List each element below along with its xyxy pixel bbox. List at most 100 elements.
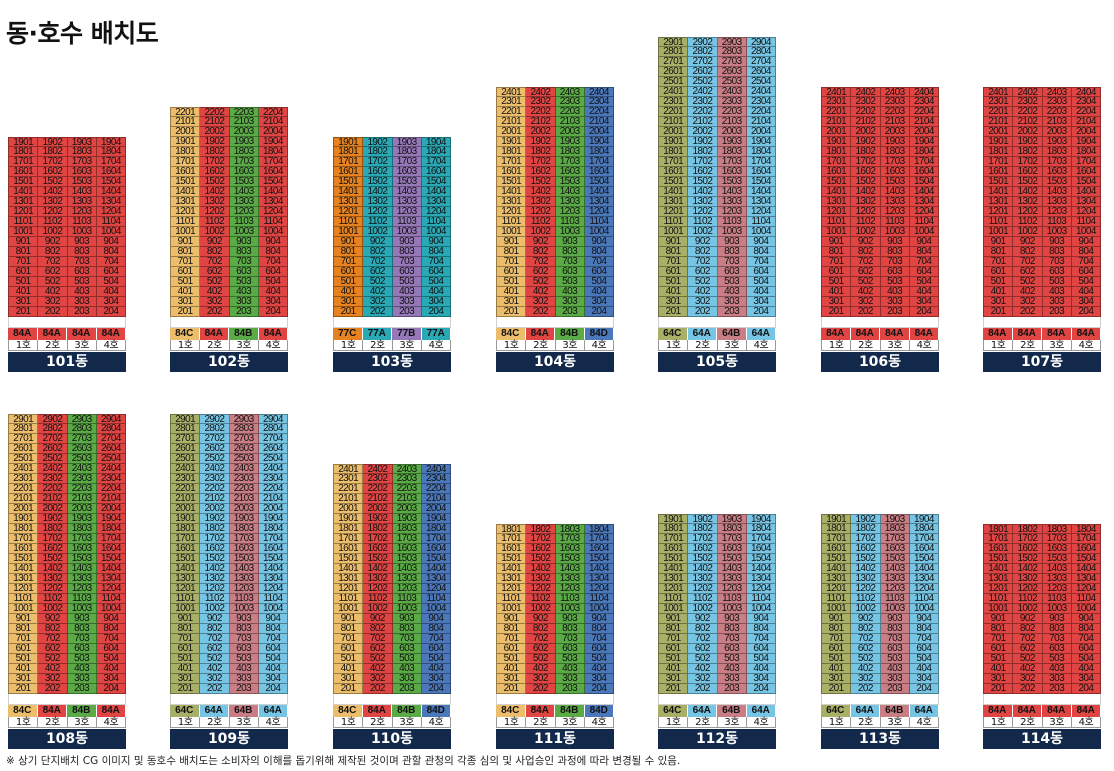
building-name: 106동 (821, 352, 939, 372)
unit-cell: 303 (717, 674, 747, 684)
unit-cell: 2502 (38, 454, 68, 464)
unit-cell: 204 (1071, 307, 1101, 317)
unit-cell: 303 (1042, 674, 1072, 684)
unit-cell: 203 (880, 684, 910, 694)
unit-cell: 1302 (851, 197, 881, 207)
unit-cell: 2203 (1042, 107, 1072, 117)
unit-cell: 2304 (421, 474, 451, 484)
unit-cell: 2801 (658, 47, 689, 57)
unit-cell: 1203 (1042, 207, 1072, 217)
unit-cell: 2901 (8, 414, 39, 424)
unit-cell: 903 (717, 237, 747, 247)
unit-cell: 1202 (851, 584, 881, 594)
unit-cell: 1404 (1071, 564, 1101, 574)
unit-cell: 301 (333, 674, 364, 684)
unit-cell: 504 (584, 277, 614, 287)
unit-cell: 1601 (8, 167, 39, 177)
unit-cell: 1401 (333, 564, 364, 574)
unit-cell: 403 (229, 664, 259, 674)
floor-row: 401 402 403 404 (496, 664, 614, 674)
unit-number-label: 1호 (821, 340, 852, 351)
unit-cell: 1304 (96, 197, 126, 207)
unit-cell: 701 (333, 634, 364, 644)
unit-cell: 701 (983, 257, 1014, 267)
unit-cell: 903 (229, 237, 259, 247)
unit-cell: 1003 (880, 604, 910, 614)
unit-type-label: 64A (687, 705, 717, 717)
pilotis-gap (496, 694, 614, 705)
unit-cell: 1202 (688, 584, 718, 594)
unit-cell: 904 (96, 237, 126, 247)
floor-row: 1701 1702 1703 1704 (333, 534, 451, 544)
floor-row: 1201 1202 1203 1204 (170, 207, 288, 217)
unit-cell: 1302 (1013, 574, 1043, 584)
unit-cell: 1203 (392, 207, 422, 217)
floor-row: 901 902 903 904 (333, 237, 451, 247)
unit-cell: 1404 (258, 187, 288, 197)
unit-cell: 1402 (851, 564, 881, 574)
unit-cell: 1901 (170, 137, 201, 147)
unit-cell: 601 (8, 644, 39, 654)
unit-cell: 1601 (658, 167, 689, 177)
unit-cell: 1301 (8, 574, 39, 584)
unit-cell: 1401 (821, 564, 852, 574)
floor-row: 1501 1502 1503 1504 (333, 177, 451, 187)
unit-cell: 304 (258, 674, 288, 684)
unit-cell: 1002 (526, 604, 556, 614)
floor-row: 1101 1102 1103 1104 (8, 217, 126, 227)
unit-cell: 502 (1013, 277, 1043, 287)
unit-number-label: 1호 (8, 340, 39, 351)
floor-row: 1001 1002 1003 1004 (170, 227, 288, 237)
unit-cell: 203 (392, 684, 422, 694)
unit-cell: 504 (258, 654, 288, 664)
unit-cell: 2201 (821, 107, 852, 117)
unit-cell: 1701 (333, 534, 364, 544)
unit-number-label: 4호 (258, 340, 288, 351)
pilotis-gap (821, 694, 939, 705)
unit-cell: 1803 (880, 524, 910, 534)
unit-cell: 2102 (1013, 117, 1043, 127)
unit-cell: 703 (67, 257, 97, 267)
unit-cell: 1002 (38, 604, 68, 614)
unit-cell: 303 (392, 674, 422, 684)
unit-number-label: 4호 (584, 717, 614, 728)
unit-cell: 503 (717, 277, 747, 287)
unit-number-label: 2호 (526, 340, 556, 351)
unit-cell: 404 (746, 287, 776, 297)
floor-row: 301 302 303 304 (8, 674, 126, 684)
unit-cell: 802 (851, 624, 881, 634)
unit-cell: 2702 (38, 434, 68, 444)
unit-cell: 1303 (717, 574, 747, 584)
floor-row: 1601 1602 1603 1604 (333, 167, 451, 177)
unit-cell: 1603 (1042, 544, 1072, 554)
unit-cell: 301 (658, 674, 689, 684)
unit-cell: 1801 (821, 147, 852, 157)
unit-cell: 1804 (584, 147, 614, 157)
building-6: 2401 2402 2403 2404 2301 2302 2303 2304 2201 2202… (821, 87, 939, 372)
unit-cell: 604 (584, 644, 614, 654)
unit-cell: 904 (746, 614, 776, 624)
unit-number-label: 4호 (746, 340, 776, 351)
unit-cell: 2801 (170, 424, 201, 434)
unit-cell: 1501 (658, 554, 689, 564)
unit-cell: 1603 (392, 544, 422, 554)
floor-row: 1401 1402 1403 1404 (821, 564, 939, 574)
type-row: 64C 64A 64B 64A (821, 705, 939, 717)
unit-cell: 702 (1013, 634, 1043, 644)
floor-row: 1701 1702 1703 1704 (821, 157, 939, 167)
building-name: 103동 (333, 352, 451, 372)
unit-cell: 1703 (1042, 157, 1072, 167)
unit-cell: 1902 (526, 137, 556, 147)
unit-cell: 803 (555, 624, 585, 634)
unit-type-label: 84A (37, 328, 67, 340)
unit-cell: 1101 (496, 594, 527, 604)
floor-row: 2201 2202 2203 2204 (170, 484, 288, 494)
unit-cell: 1604 (96, 544, 126, 554)
unit-cell: 903 (555, 237, 585, 247)
unit-type-label: 84A (525, 328, 555, 340)
floor-row: 801 802 803 804 (170, 624, 288, 634)
unit-cell: 1002 (851, 604, 881, 614)
unit-number-label: 2호 (38, 717, 68, 728)
unit-cell: 1302 (526, 574, 556, 584)
unit-cell: 2903 (229, 414, 259, 424)
